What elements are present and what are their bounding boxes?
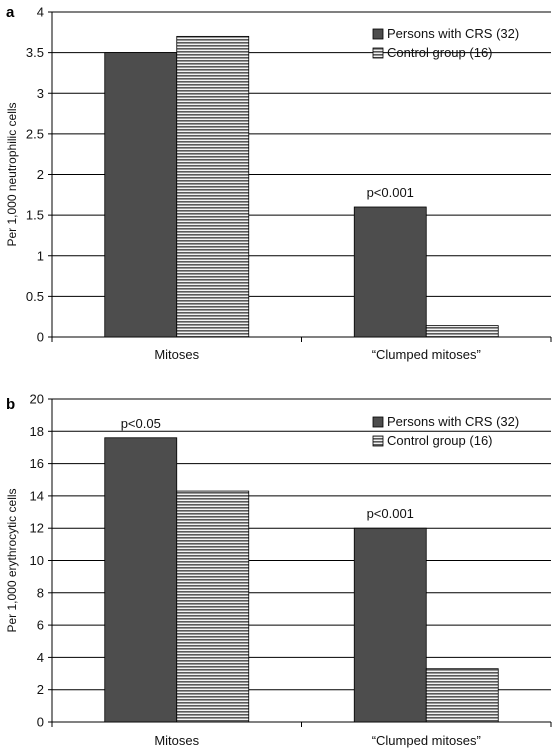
y-tick-label: 14 [30, 488, 44, 503]
y-tick-label: 6 [37, 618, 44, 633]
x-category-label: Mitoses [154, 347, 199, 362]
chart-panel-a: a 0 0.5 1 1.5 2 2.5 3 3.5 4 Per 1,000 neutrophilic… [5, 4, 552, 362]
bar-crs-0 [104, 52, 178, 338]
bar-crs-1 [353, 527, 427, 723]
y-tick-label: 0 [37, 330, 44, 345]
legend-label: Persons with CRS (32) [387, 26, 519, 41]
y-tick-label: 8 [37, 585, 44, 600]
chart-panel-b: b 0 2 4 6 8 10 12 14 16 18 20 Per 1,000 erythrocytic… [5, 392, 552, 748]
y-tick-label: 3 [37, 86, 44, 101]
x-category-label: “Clumped mitoses” [372, 733, 481, 748]
y-tick-label: 10 [30, 553, 44, 568]
y-tick-label: 0 [37, 715, 44, 730]
legend-swatch [372, 416, 384, 428]
legend-label: Control group (16) [387, 45, 493, 60]
bar-control-0 [176, 35, 250, 338]
x-category-label: Mitoses [154, 733, 199, 748]
significance-annotation: p<0.001 [367, 506, 414, 521]
legend: Persons with CRS (32) Control group (16) [372, 26, 519, 60]
y-axis-label: Per 1,000 erythrocytic cells [5, 488, 19, 632]
y-tick-label: 4 [37, 650, 44, 665]
y-tick-label: 16 [30, 456, 44, 471]
y-tick-label: 2.5 [26, 126, 44, 141]
significance-annotation: p<0.001 [367, 185, 414, 200]
y-tick-label: 3.5 [26, 45, 44, 60]
significance-annotation: p<0.05 [121, 416, 161, 431]
y-tick-label: 1 [37, 248, 44, 263]
y-tick-label: 20 [30, 392, 44, 407]
y-tick-label: 0.5 [26, 289, 44, 304]
bar-crs-1 [353, 206, 427, 338]
legend: Persons with CRS (32) Control group (16) [372, 414, 519, 448]
bar-crs-0 [104, 437, 178, 723]
panel-label: a [6, 4, 15, 21]
legend-label: Control group (16) [387, 433, 493, 448]
y-tick-label: 1.5 [26, 208, 44, 223]
bar-control-0 [176, 490, 250, 723]
bar-control-1 [425, 668, 499, 723]
panel-label: b [6, 396, 15, 413]
y-tick-label: 4 [37, 5, 44, 20]
bar-control-1 [425, 325, 499, 338]
x-category-label: “Clumped mitoses” [372, 347, 481, 362]
y-tick-label: 2 [37, 682, 44, 697]
y-tick-label: 18 [30, 424, 44, 439]
legend-swatch [372, 435, 384, 447]
legend-swatch [372, 47, 384, 59]
y-axis-label: Per 1,000 neutrophilic cells [5, 102, 19, 246]
legend-label: Persons with CRS (32) [387, 414, 519, 429]
legend-swatch [372, 28, 384, 40]
y-tick-label: 2 [37, 167, 44, 182]
y-tick-label: 12 [30, 521, 44, 536]
